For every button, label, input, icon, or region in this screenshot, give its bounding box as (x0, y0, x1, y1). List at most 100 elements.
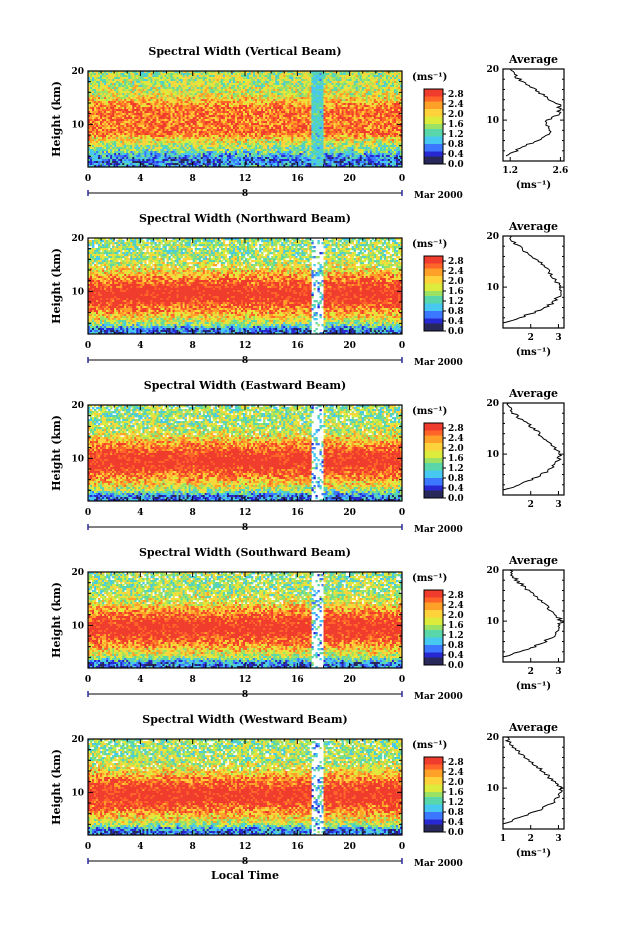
heatmap-cell (116, 143, 119, 146)
heatmap-cell (281, 89, 284, 92)
heatmap-cell (140, 157, 143, 160)
heatmap-cell (206, 95, 210, 98)
heatmap-cell (293, 99, 296, 102)
heatmap-cell (146, 71, 149, 74)
heatmap-cell (269, 157, 272, 160)
heatmap-cell (192, 151, 195, 154)
heatmap-cell (240, 127, 244, 130)
heatmap-cell (216, 89, 220, 92)
heatmap-cell (275, 117, 278, 120)
heatmap-cell (253, 83, 256, 86)
heatmap-cell (261, 91, 264, 94)
heatmap-cell (176, 165, 179, 168)
heatmap-cell (172, 125, 175, 128)
heatmap-cell (273, 97, 276, 100)
heatmap-cell (130, 101, 133, 104)
heatmap-cell (174, 93, 177, 96)
heatmap-cell (184, 151, 187, 154)
heatmap-cell (283, 161, 286, 164)
heatmap-cell (178, 79, 181, 82)
heatmap-cell (90, 143, 93, 146)
heatmap-cell (138, 157, 141, 160)
heatmap-cell (102, 133, 105, 136)
heatmap-cell (265, 87, 268, 90)
heatmap-cell (277, 105, 280, 108)
heatmap-cell (247, 153, 250, 156)
heatmap-cell (120, 87, 123, 90)
heatmap-cell (249, 109, 252, 112)
heatmap-cell (134, 159, 137, 162)
heatmap-cell (224, 73, 228, 76)
heatmap-cell (154, 85, 157, 88)
heatmap-cell (128, 81, 131, 84)
heatmap-cell (234, 73, 238, 76)
heatmap-cell (124, 133, 127, 136)
heatmap-cell (228, 145, 232, 148)
heatmap-cell (210, 159, 214, 162)
heatmap-cell (269, 137, 272, 140)
heatmap-cell (259, 165, 262, 168)
heatmap-cell (156, 81, 159, 84)
heatmap-cell (206, 121, 210, 124)
heatmap-cell (228, 129, 232, 132)
heatmap-cell (212, 91, 216, 94)
heatmap-cell (218, 85, 222, 88)
heatmap-cell (206, 99, 210, 102)
heatmap-cell (253, 81, 256, 84)
heatmap-cell (130, 99, 133, 102)
heatmap-cell (285, 165, 288, 168)
heatmap-cell (206, 97, 210, 100)
heatmap-cell (160, 133, 163, 136)
heatmap-cell (166, 101, 169, 104)
heatmap-cell (265, 119, 268, 122)
heatmap-cell (259, 75, 262, 78)
heatmap-cell (293, 129, 296, 132)
heatmap-cell (255, 91, 258, 94)
heatmap-cell (220, 127, 224, 130)
heatmap-cell (164, 155, 167, 158)
heatmap-cell (295, 125, 298, 128)
heatmap-cell (247, 137, 250, 140)
heatmap-cell (176, 163, 179, 166)
heatmap-cell (126, 91, 129, 94)
heatmap-cell (144, 89, 147, 92)
heatmap-cell (218, 71, 222, 74)
heatmap-cell (110, 105, 113, 108)
heatmap-cell (104, 73, 107, 76)
heatmap-cell (196, 133, 199, 136)
heatmap-cell (152, 81, 155, 84)
heatmap-cell (200, 91, 204, 94)
heatmap-cell (253, 99, 256, 102)
heatmap-cell (198, 121, 202, 124)
heatmap-cell (279, 91, 282, 94)
heatmap-cell (184, 123, 187, 126)
heatmap-cell (295, 151, 298, 154)
heatmap-cell (120, 79, 123, 82)
heatmap-cell (186, 159, 189, 162)
heatmap-cell (96, 161, 99, 164)
heatmap-cell (210, 163, 214, 166)
heatmap-cell (208, 151, 212, 154)
heatmap-cell (271, 149, 274, 152)
heatmap-cell (100, 137, 103, 140)
heatmap-cell (210, 97, 214, 100)
heatmap-cell (253, 73, 256, 76)
heatmap-cell (90, 151, 93, 154)
heatmap-cell (140, 87, 143, 90)
heatmap-cell (92, 119, 95, 122)
heatmap-cell (236, 135, 240, 138)
heatmap-cell (206, 135, 210, 138)
heatmap-cell (263, 139, 266, 142)
heatmap-cell (206, 117, 210, 120)
heatmap-cell (220, 101, 224, 104)
heatmap-cell (164, 73, 167, 76)
heatmap-cell (116, 107, 119, 110)
heatmap-cell (140, 95, 143, 98)
heatmap-cell (188, 111, 191, 114)
heatmap-cell (210, 107, 214, 110)
heatmap-cell (222, 139, 226, 142)
heatmap-cell (180, 99, 183, 102)
heatmap-cell (174, 163, 177, 166)
heatmap-cell (144, 99, 147, 102)
heatmap-cell (202, 141, 206, 144)
